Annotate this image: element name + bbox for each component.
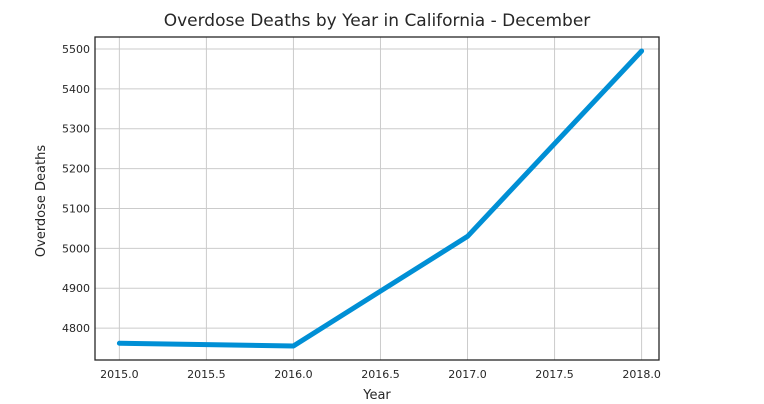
plot-frame: [94, 36, 660, 361]
series-lines: [116, 48, 645, 349]
x-axis-ticks: 2015.0 2015.5 2016.0 2016.5 2017.0 2017.5 2018…: [100, 368, 661, 381]
y-tick-label: 4800: [62, 322, 90, 335]
y-tick-label: 5500: [62, 43, 90, 56]
x-tick-label: 2016.5: [361, 368, 400, 381]
chart-title: Overdose Deaths by Year in California - …: [164, 11, 591, 31]
y-tick-label: 4900: [62, 282, 90, 295]
x-tick-label: 2017.5: [535, 368, 574, 381]
gridlines: [95, 37, 659, 360]
x-tick-label: 2015.5: [187, 368, 226, 381]
y-tick-label: 5400: [62, 83, 90, 96]
x-tick-label: 2017.0: [448, 368, 487, 381]
x-tick-label: 2016.0: [274, 368, 313, 381]
y-tick-label: 5300: [62, 123, 90, 136]
series-line: [116, 48, 645, 349]
y-tick-label: 5100: [62, 202, 90, 215]
x-axis-label: Year: [362, 388, 391, 403]
y-tick-label: 5200: [62, 163, 90, 176]
y-tick-label: 5000: [62, 242, 90, 255]
x-tick-label: 2018.0: [622, 368, 661, 381]
x-tick-label: 2015.0: [100, 368, 139, 381]
y-axis-label: Overdose Deaths: [34, 145, 49, 257]
y-axis-ticks: 4800 4900 5000 5100 5200 5300 5400 5500: [62, 43, 90, 335]
